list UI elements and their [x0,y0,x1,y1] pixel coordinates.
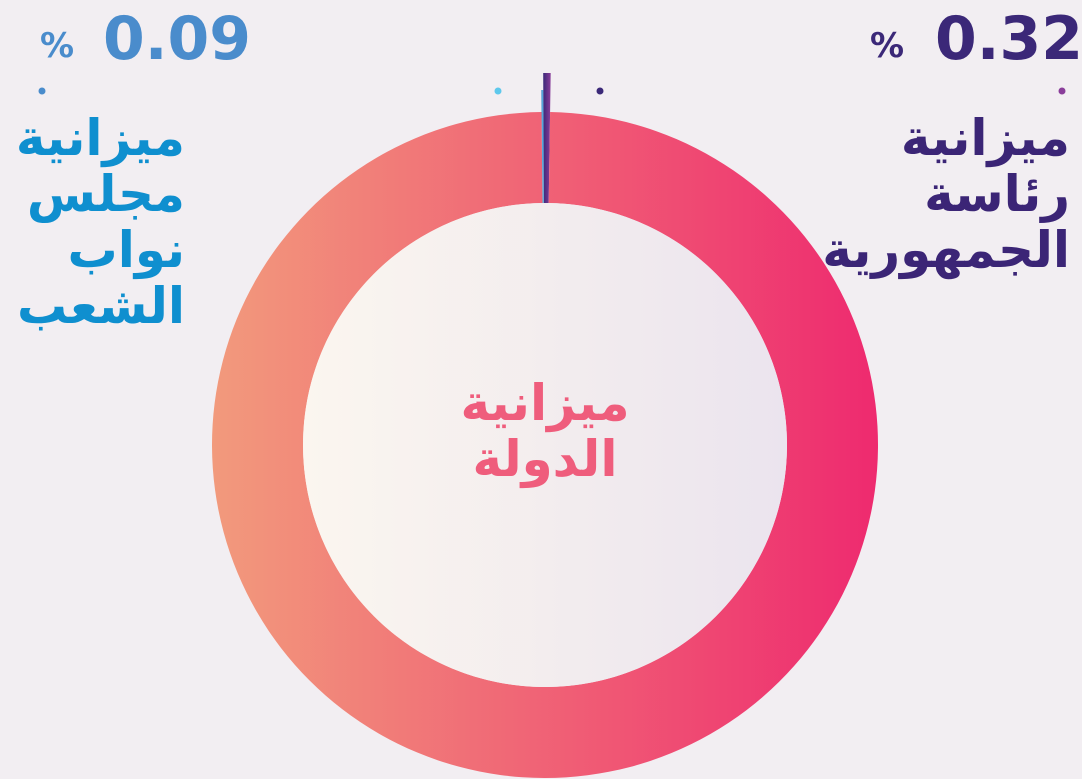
category-label: ميزانية رئاسة الجمهورية [822,109,1070,279]
unit-label: % [870,26,905,66]
category-label: ميزانية مجلس نواب الشعب [15,109,185,335]
donut-hole [303,203,787,687]
value-label: 0.32 [935,4,1082,74]
leader-dot [38,87,46,95]
center-label: ميزانية الدولة [460,374,630,488]
leader-dot [1058,87,1066,95]
donut-slice [543,73,551,204]
donut-slice [541,90,544,204]
value-label: 0.09 [103,4,252,74]
leader-dot [596,87,604,95]
leader-dot [494,87,502,95]
unit-label: % [40,26,75,66]
